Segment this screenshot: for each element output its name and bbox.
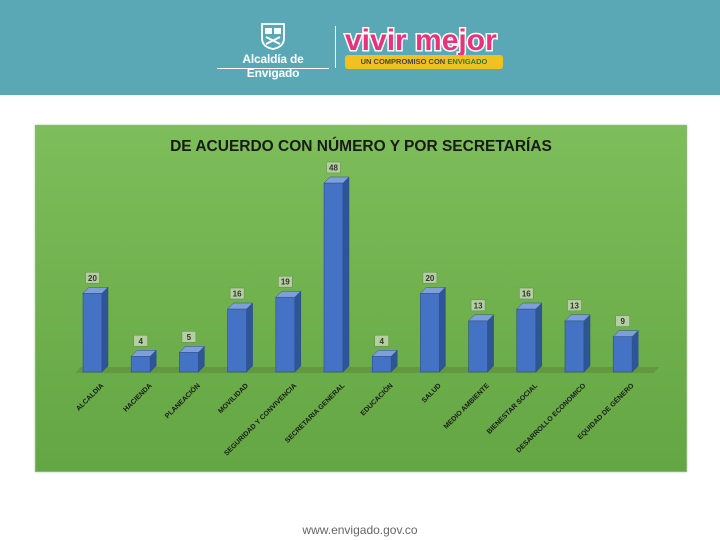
data-label-box-7	[374, 334, 390, 347]
data-label-11: 13	[570, 301, 579, 310]
bar-top-11	[564, 314, 591, 322]
bar-top-3	[178, 346, 206, 353]
data-label-8: 20	[425, 274, 434, 283]
bar-top-10	[516, 302, 543, 310]
bar-10	[516, 308, 537, 373]
bar-4	[227, 308, 247, 373]
chart-floor	[75, 367, 660, 373]
category-label-2: HACIENDA	[123, 382, 154, 413]
bar-12	[612, 336, 633, 373]
data-label-12: 9	[620, 317, 625, 326]
bar-side-5	[294, 290, 302, 373]
municipal-seal-icon	[261, 23, 285, 50]
footer-url[interactable]: www.envigado.gov.co	[302, 523, 418, 537]
data-label-7: 4	[379, 337, 384, 346]
bar-1	[82, 292, 103, 373]
bar-top-8	[419, 287, 447, 294]
category-label-10: BIENESTAR SOCIAL	[486, 382, 540, 436]
bar-side-9	[487, 314, 494, 373]
bar-side-4	[246, 302, 253, 373]
bar-2	[130, 355, 151, 373]
bar-top-1	[82, 287, 109, 294]
org-name: Alcaldía de Envigado	[242, 52, 304, 80]
bar-9	[468, 320, 488, 373]
category-label-8: SALUD	[421, 382, 443, 404]
bar-side-6	[342, 176, 350, 373]
bar-top-7	[371, 350, 398, 357]
data-label-2: 4	[138, 337, 143, 346]
data-label-4: 16	[233, 290, 242, 299]
data-label-5: 19	[281, 278, 290, 287]
data-label-6: 48	[329, 164, 338, 173]
bar-8	[420, 292, 440, 373]
data-label-box-9	[470, 299, 486, 312]
data-label-box-10	[518, 287, 534, 300]
bar-5	[275, 296, 296, 373]
data-label-3: 5	[187, 333, 192, 342]
data-label-1: 20	[88, 274, 97, 283]
bar-side-12	[631, 329, 639, 373]
category-label-4: MOVILIDAD	[217, 382, 250, 415]
bar-top-9	[467, 314, 495, 322]
bar-chart: 20 ALCALDIA 4 HACIENDA 5 PLANEACIÓN 16 MOVILIDA…	[75, 161, 660, 457]
data-label-box-4	[229, 287, 245, 300]
bar-11	[564, 320, 585, 373]
data-label-10: 16	[522, 290, 531, 299]
svg-text:vivir mejor: vivir mejor	[345, 24, 497, 56]
bar-side-1	[101, 286, 109, 373]
data-label-box-5	[278, 275, 293, 288]
org-name-underline	[217, 68, 329, 69]
bar-top-5	[275, 290, 302, 298]
data-label-box-12	[615, 315, 631, 327]
category-label-7: EDUCACIÓN	[358, 381, 394, 417]
vivir-mejor-wordmark: vivir mejor vivir mejor	[344, 23, 499, 57]
chart-title: DE ACUERDO CON NÚMERO Y POR SECRETARÍAS	[170, 138, 552, 155]
bar-6	[323, 182, 344, 373]
logo-divider	[335, 26, 336, 68]
category-label-9: MEDIO AMBIENTE	[443, 382, 491, 430]
category-label-3: PLANEACIÓN	[163, 381, 202, 420]
bar-7	[371, 355, 392, 373]
alcaldia-logo[interactable]: Alcaldía de Envigado	[215, 22, 331, 80]
slogan-badge: UN COMPROMISO CON ENVIGADO	[345, 55, 503, 69]
bar-side-10	[535, 302, 543, 373]
bar-3	[179, 352, 199, 373]
category-label-1: ALCALDIA	[75, 382, 105, 412]
data-label-box-3	[181, 331, 197, 343]
slogan-prefix: UN COMPROMISO CON	[360, 57, 446, 66]
vivir-mejor-logo[interactable]: vivir mejor vivir mejor UN COMPROMISO CO…	[343, 22, 508, 72]
data-label-9: 13	[474, 301, 483, 310]
bar-top-4	[226, 302, 254, 310]
header-banner: Alcaldía de Envigado vivir mejor vivir m…	[0, 0, 720, 95]
bar-top-12	[612, 330, 639, 337]
svg-text:vivir mejor: vivir mejor	[345, 24, 497, 56]
chart-panel: DE ACUERDO CON NÚMERO Y POR SECRETARÍAS …	[35, 125, 687, 472]
slogan-strong: ENVIGADO	[447, 57, 488, 66]
data-label-box-11	[567, 299, 582, 312]
bar-side-8	[439, 286, 446, 373]
data-label-box-2	[133, 334, 148, 347]
data-label-box-6	[326, 161, 341, 174]
bar-top-2	[130, 350, 157, 357]
bar-top-6	[323, 176, 350, 184]
data-label-box-8	[422, 271, 438, 284]
bar-side-11	[583, 314, 591, 373]
data-label-box-1	[85, 271, 100, 284]
